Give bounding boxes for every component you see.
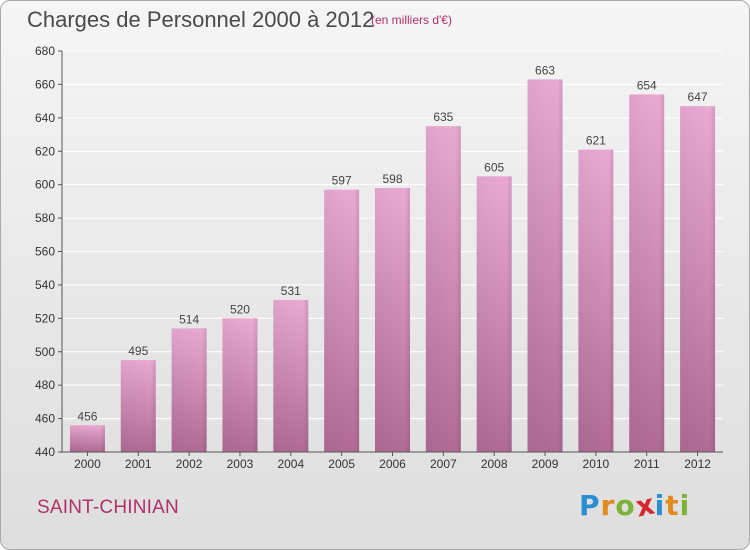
- bar-shade: [425, 126, 461, 452]
- bar-shade: [69, 425, 105, 452]
- chart-title: Charges de Personnel 2000 à 2012: [27, 7, 375, 32]
- data-label: 597: [332, 174, 352, 188]
- y-tick-label: 560: [35, 245, 55, 259]
- logo-letter: o: [615, 489, 636, 522]
- bar-shade: [578, 149, 614, 452]
- axis-layer: 440 460 480 500 520 540 560 580 600 620 640 660 680 2…: [35, 44, 723, 471]
- data-label: 456: [77, 409, 97, 423]
- x-tick-label: 2006: [379, 457, 406, 471]
- logo-letter: i: [654, 489, 666, 522]
- x-tick-label: 2001: [125, 457, 152, 471]
- x-tick-label: 2009: [532, 457, 559, 471]
- proxiti-logo: Proxiti: [579, 487, 691, 523]
- data-label: 635: [433, 110, 453, 124]
- bar-layer: 456 495 514 520 531 597 598 635 605 663 621 654 647: [69, 63, 716, 453]
- bar-shade: [324, 189, 360, 452]
- bar-shade: [527, 79, 563, 452]
- x-tick-label: 2010: [583, 457, 610, 471]
- data-label: 605: [484, 160, 504, 174]
- data-label: 663: [535, 63, 555, 77]
- logo-letter: i: [679, 489, 691, 522]
- data-label: 514: [179, 312, 199, 326]
- data-label: 520: [230, 302, 250, 316]
- x-tick-label: 2008: [481, 457, 508, 471]
- bar-shade: [629, 94, 665, 453]
- commune-name: SAINT-CHINIAN: [37, 497, 179, 518]
- y-tick-label: 580: [35, 211, 55, 225]
- chart-subtitle: (en milliers d'€): [371, 13, 452, 27]
- x-tick-label: 2000: [74, 457, 101, 471]
- y-tick-label: 680: [35, 44, 55, 58]
- x-tick-label: 2005: [328, 457, 355, 471]
- x-tick-label: 2012: [684, 457, 711, 471]
- bar-shade: [171, 328, 207, 452]
- y-tick-label: 440: [35, 445, 55, 459]
- bar-shade: [375, 188, 410, 452]
- logo-letter: r: [600, 489, 616, 522]
- y-tick-label: 620: [35, 144, 55, 158]
- y-tick-label: 500: [35, 345, 55, 359]
- data-label: 621: [586, 134, 606, 148]
- bar-shade: [680, 106, 716, 452]
- bar-shade: [120, 360, 156, 452]
- x-tick-label: 2002: [176, 457, 203, 471]
- y-tick-label: 600: [35, 178, 55, 192]
- x-tick-label: 2011: [634, 457, 660, 471]
- x-tick-label: 2004: [277, 457, 304, 471]
- bar-shade: [222, 318, 258, 452]
- data-label: 654: [637, 78, 657, 92]
- y-tick-label: 520: [35, 311, 55, 325]
- logo-letter: t: [665, 489, 680, 522]
- bar-shade: [273, 299, 309, 452]
- y-tick-label: 660: [35, 77, 55, 91]
- y-tick-label: 540: [35, 278, 55, 292]
- bar-shade: [476, 176, 512, 452]
- y-tick-label: 460: [35, 412, 55, 426]
- data-label: 531: [281, 284, 301, 298]
- x-tick-label: 2007: [430, 457, 457, 471]
- data-label: 598: [382, 172, 402, 186]
- data-label: 647: [688, 90, 708, 104]
- y-tick-label: 480: [35, 378, 55, 392]
- logo-letter: P: [579, 489, 601, 522]
- data-label: 495: [128, 344, 148, 358]
- x-tick-label: 2003: [227, 457, 254, 471]
- y-tick-label: 640: [35, 111, 55, 125]
